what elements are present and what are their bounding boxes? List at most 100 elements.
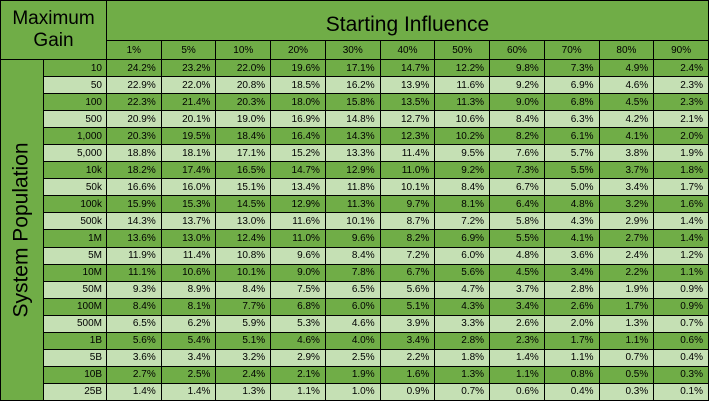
table-cell: 6.0% xyxy=(325,298,380,315)
table-cell: 6.8% xyxy=(544,94,599,111)
table-cell: 4.1% xyxy=(544,230,599,247)
column-header: 10% xyxy=(216,41,271,59)
table-cell: 15.3% xyxy=(161,196,216,213)
table-cell: 0.4% xyxy=(654,349,708,366)
table-cell: 9.2% xyxy=(435,162,490,179)
table-cell: 6.1% xyxy=(544,128,599,145)
table-cell: 4.8% xyxy=(490,247,544,264)
table-cell: 2.2% xyxy=(599,264,654,281)
table-cell: 1.1% xyxy=(599,332,654,349)
table-cell: 5.4% xyxy=(161,332,216,349)
table-cell: 19.6% xyxy=(271,60,325,77)
table-cell: 11.4% xyxy=(161,247,216,264)
table-cell: 4.5% xyxy=(599,94,654,111)
row-label: 5M xyxy=(44,247,106,264)
table-cell: 2.0% xyxy=(654,128,708,145)
table-cell: 10.1% xyxy=(380,179,435,196)
table-cell: 7.5% xyxy=(271,281,325,298)
table-cell: 2.4% xyxy=(599,247,654,264)
table-cell: 23.2% xyxy=(161,60,216,77)
table-cell: 11.3% xyxy=(325,196,380,213)
table-cell: 7.3% xyxy=(544,60,599,77)
row-label: 10B xyxy=(44,366,106,383)
table-cell: 1.1% xyxy=(271,383,325,400)
table-cell: 15.1% xyxy=(216,179,271,196)
table-cell: 13.5% xyxy=(380,94,435,111)
table-cell: 12.4% xyxy=(216,230,271,247)
table-cell: 1.4% xyxy=(654,213,708,230)
table-cell: 10.2% xyxy=(435,128,490,145)
table-cell: 8.4% xyxy=(435,179,490,196)
row-label: 1M xyxy=(44,230,106,247)
table-cell: 20.3% xyxy=(107,128,161,145)
table-cell: 18.0% xyxy=(271,94,325,111)
table-cell: 1.8% xyxy=(654,162,708,179)
table-cell: 5.1% xyxy=(380,298,435,315)
row-label: 100 xyxy=(44,94,106,111)
table-cell: 11.6% xyxy=(435,77,490,94)
row-label: 50 xyxy=(44,77,106,94)
table-cell: 0.6% xyxy=(654,332,708,349)
table-cell: 19.0% xyxy=(216,111,271,128)
row-label: 1B xyxy=(44,332,106,349)
table-cell: 12.2% xyxy=(435,60,490,77)
table-cell: 13.9% xyxy=(380,77,435,94)
table-cell: 6.7% xyxy=(490,179,544,196)
table-cell: 0.3% xyxy=(654,366,708,383)
table-cell: 11.6% xyxy=(271,213,325,230)
table-cell: 3.3% xyxy=(435,315,490,332)
row-label: 25B xyxy=(44,383,106,400)
table-cell: 6.7% xyxy=(380,264,435,281)
table-cell: 1.3% xyxy=(599,315,654,332)
table-cell: 0.9% xyxy=(380,383,435,400)
table-cell: 7.2% xyxy=(435,213,490,230)
table-cell: 4.9% xyxy=(599,60,654,77)
table-cell: 2.7% xyxy=(107,366,161,383)
table-cell: 1.9% xyxy=(599,281,654,298)
row-label: 1,000 xyxy=(44,128,106,145)
table-cell: 1.1% xyxy=(654,264,708,281)
table-cell: 1.7% xyxy=(599,298,654,315)
column-header: 40% xyxy=(380,41,435,59)
table-cell: 4.5% xyxy=(490,264,544,281)
table-cell: 20.8% xyxy=(216,77,271,94)
table-cell: 11.0% xyxy=(271,230,325,247)
table-cell: 16.0% xyxy=(161,179,216,196)
table-cell: 5.8% xyxy=(490,213,544,230)
table-cell: 14.5% xyxy=(216,196,271,213)
table-cell: 4.6% xyxy=(271,332,325,349)
table-cell: 16.4% xyxy=(271,128,325,145)
row-label: 100k xyxy=(44,196,106,213)
table-cell: 1.4% xyxy=(107,383,161,400)
table-cell: 11.3% xyxy=(435,94,490,111)
column-header: 90% xyxy=(654,41,708,59)
table-cell: 5.6% xyxy=(107,332,161,349)
table-cell: 6.2% xyxy=(161,315,216,332)
table-cell: 4.6% xyxy=(325,315,380,332)
row-label: 500 xyxy=(44,111,106,128)
table-cell: 12.3% xyxy=(380,128,435,145)
table-cell: 18.1% xyxy=(161,145,216,162)
table-cell: 21.4% xyxy=(161,94,216,111)
table-cell: 10.1% xyxy=(325,213,380,230)
table-cell: 6.4% xyxy=(490,196,544,213)
table-cell: 4.2% xyxy=(599,111,654,128)
table-cell: 4.8% xyxy=(544,196,599,213)
table-cell: 6.9% xyxy=(544,77,599,94)
table-cell: 3.4% xyxy=(161,349,216,366)
table-cell: 5.5% xyxy=(490,230,544,247)
table-cell: 17.1% xyxy=(216,145,271,162)
table-cell: 2.3% xyxy=(654,77,708,94)
table-cell: 8.2% xyxy=(380,230,435,247)
table-cell: 1.9% xyxy=(654,145,708,162)
table-cell: 9.0% xyxy=(490,94,544,111)
table-cell: 0.9% xyxy=(654,298,708,315)
table-cell: 8.4% xyxy=(216,281,271,298)
table-cell: 3.4% xyxy=(599,179,654,196)
table-cell: 8.1% xyxy=(435,196,490,213)
table-cell: 13.4% xyxy=(271,179,325,196)
table-cell: 10.8% xyxy=(216,247,271,264)
system-population-title-cell: System Population xyxy=(1,60,43,400)
table-cell: 14.7% xyxy=(380,60,435,77)
table-cell: 4.3% xyxy=(544,213,599,230)
